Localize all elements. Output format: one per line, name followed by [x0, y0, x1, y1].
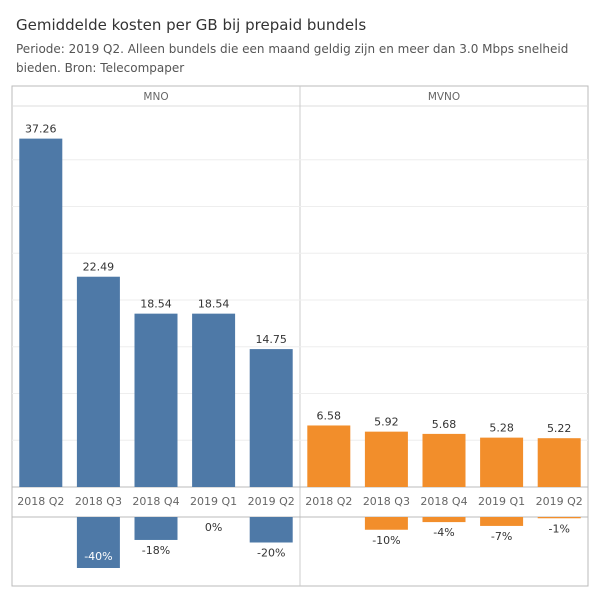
panel-label-mno: MNO — [143, 91, 168, 103]
bar-mvno-3 — [480, 437, 524, 487]
value-label-mno-3: 18.54 — [198, 298, 230, 311]
change-bar-mvno-2 — [422, 517, 466, 523]
x-tick-mvno-4: 2019 Q2 — [536, 495, 583, 508]
change-label-mvno-4: -1% — [548, 522, 569, 535]
change-label-mno-3: 0% — [205, 521, 222, 534]
bar-mvno-0 — [307, 425, 351, 487]
value-label-mvno-4: 5.22 — [547, 422, 572, 435]
x-tick-mno-0: 2018 Q2 — [17, 495, 64, 508]
change-bar-mno-1 — [76, 517, 120, 568]
x-tick-mno-4: 2019 Q2 — [248, 495, 295, 508]
x-tick-mvno-2: 2018 Q4 — [420, 495, 467, 508]
change-bar-mvno-4 — [537, 517, 581, 519]
change-bar-mno-4 — [249, 517, 293, 543]
value-label-mvno-0: 6.58 — [317, 409, 342, 422]
change-bar-mvno-3 — [480, 517, 524, 526]
bar-mvno-2 — [422, 433, 466, 487]
x-tick-mno-1: 2018 Q3 — [75, 495, 122, 508]
bar-mno-4 — [249, 349, 293, 487]
change-label-mno-2: -18% — [142, 544, 170, 557]
value-label-mno-4: 14.75 — [255, 333, 287, 346]
bar-mvno-4 — [537, 438, 581, 487]
bar-mno-0 — [19, 138, 63, 487]
x-tick-mvno-1: 2018 Q3 — [363, 495, 410, 508]
change-label-mvno-2: -4% — [433, 526, 454, 539]
chart-title: Gemiddelde kosten per GB bij prepaid bun… — [16, 16, 367, 34]
change-label-mvno-1: -10% — [372, 534, 400, 547]
bar-mno-1 — [76, 276, 120, 487]
change-label-mvno-3: -7% — [491, 530, 512, 543]
value-label-mno-0: 37.26 — [25, 123, 57, 136]
chart-subtitle: Periode: 2019 Q2. Alleen bundels die een… — [16, 42, 569, 75]
change-bar-mvno-1 — [364, 517, 408, 530]
x-tick-mno-2: 2018 Q4 — [132, 495, 179, 508]
bar-mno-3 — [192, 313, 236, 487]
change-label-mno-4: -20% — [257, 547, 285, 560]
value-label-mno-1: 22.49 — [83, 261, 115, 274]
value-label-mno-2: 18.54 — [140, 298, 172, 311]
value-label-mvno-3: 5.28 — [489, 422, 514, 435]
value-label-mvno-1: 5.92 — [374, 416, 399, 429]
panel-label-mvno: MVNO — [428, 91, 460, 103]
x-tick-mno-3: 2019 Q1 — [190, 495, 237, 508]
x-tick-mvno-3: 2019 Q1 — [478, 495, 525, 508]
value-label-mvno-2: 5.68 — [432, 418, 457, 431]
bar-mno-2 — [134, 313, 178, 487]
change-bar-mno-2 — [134, 517, 178, 540]
x-tick-mvno-0: 2018 Q2 — [305, 495, 352, 508]
bar-mvno-1 — [364, 431, 408, 487]
change-label-mno-1: -40% — [84, 550, 112, 563]
